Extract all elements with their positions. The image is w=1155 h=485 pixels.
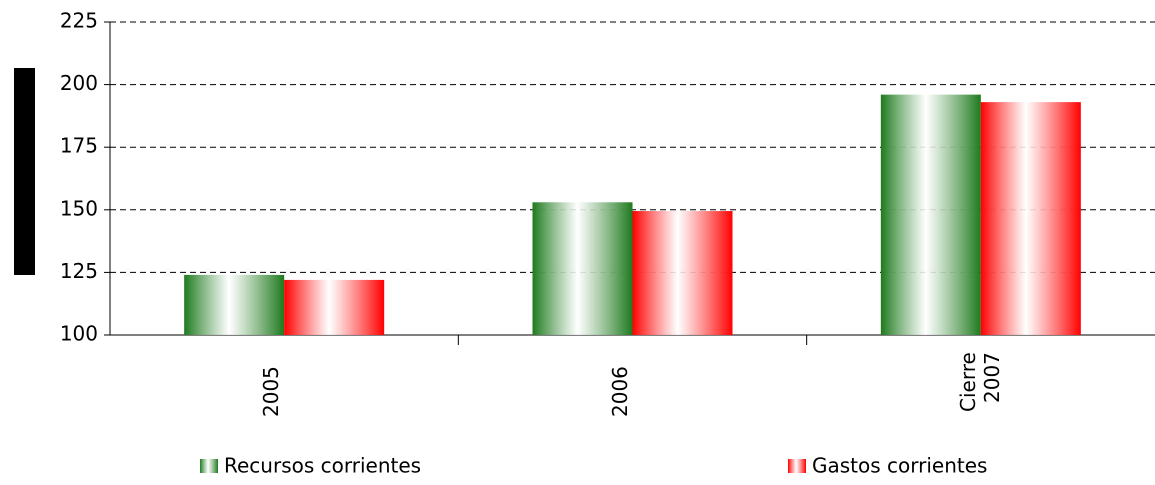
- y-tick-label: 150: [60, 196, 98, 220]
- x-tick-label: 2006: [607, 366, 632, 418]
- redacted-label: [14, 68, 35, 275]
- y-tick-label: 225: [60, 9, 98, 33]
- legend-swatch: [788, 459, 806, 473]
- x-tick-label: Cierre 2007: [955, 352, 1004, 412]
- y-tick-label: 125: [60, 259, 98, 283]
- bar: [532, 202, 633, 335]
- bar: [284, 279, 385, 335]
- x-tick-label: 2005: [259, 366, 284, 418]
- bar: [632, 211, 733, 335]
- y-tick-label: 100: [60, 322, 98, 346]
- legend-swatch: [200, 459, 218, 473]
- y-tick-label: 175: [60, 134, 98, 158]
- bar: [184, 274, 285, 335]
- bar: [880, 94, 981, 335]
- bar: [980, 102, 1081, 336]
- y-tick-label: 200: [60, 71, 98, 95]
- legend-label: Recursos corrientes: [224, 454, 421, 478]
- legend-label: Gastos corrientes: [812, 454, 987, 478]
